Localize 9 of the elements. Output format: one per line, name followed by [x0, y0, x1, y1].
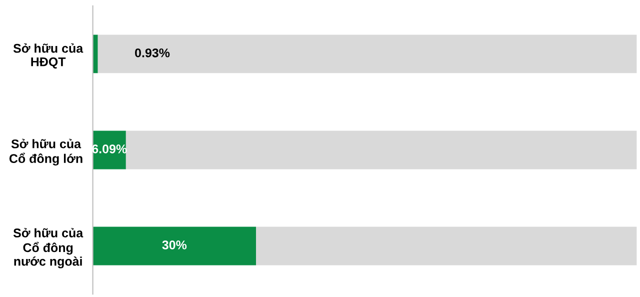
y-tick-label: Sở hữu của Cổ đông nước ngoài — [13, 228, 84, 268]
y-tick-label: Sở hữu của HĐQT — [13, 43, 84, 69]
bar — [92, 226, 256, 266]
bar — [126, 130, 637, 170]
data-label: 30% — [162, 240, 187, 250]
y-tick-label: Sở hữu của Cổ đông lớn — [9, 138, 82, 166]
bar — [256, 226, 637, 266]
data-label: 0.93% — [135, 48, 170, 58]
bar — [98, 34, 637, 74]
